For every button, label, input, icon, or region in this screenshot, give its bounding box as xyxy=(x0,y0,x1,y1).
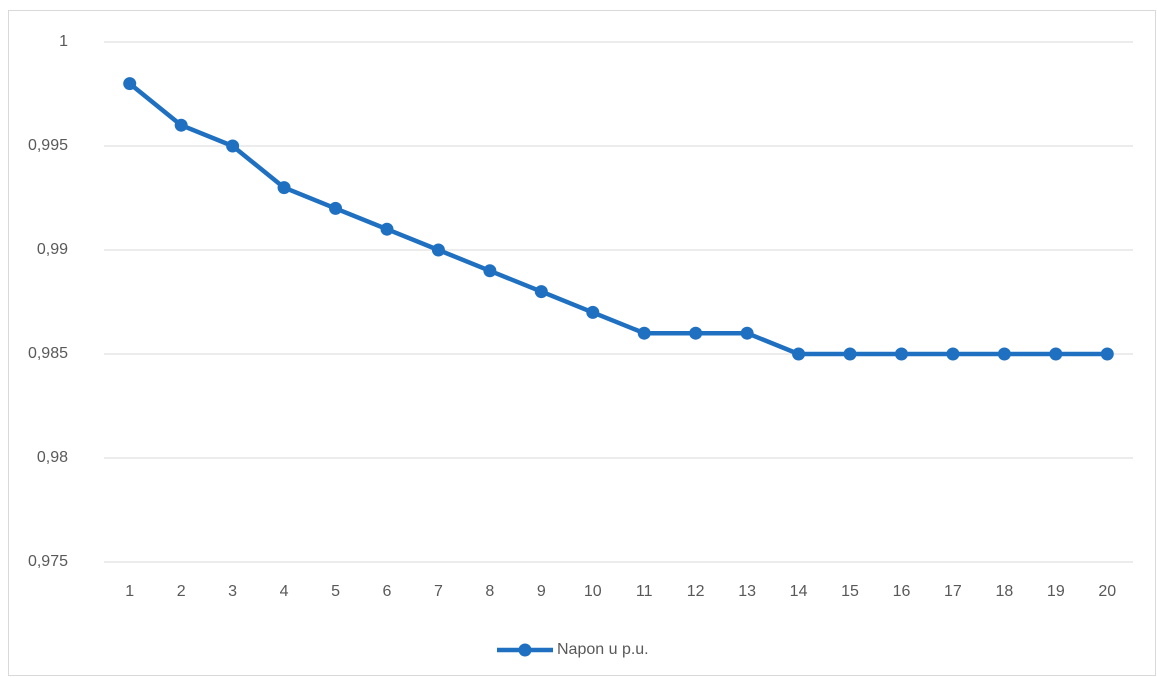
x-tick-label: 11 xyxy=(636,583,653,600)
point-marker xyxy=(637,326,651,340)
legend-marker xyxy=(518,643,532,657)
chart-border xyxy=(8,10,1156,676)
x-tick-label: 7 xyxy=(434,583,443,600)
point-marker xyxy=(277,181,291,195)
x-tick-label: 16 xyxy=(893,583,911,600)
y-tick-label: 0,975 xyxy=(28,553,68,570)
y-tick-label: 0,98 xyxy=(37,449,68,466)
x-tick-label: 5 xyxy=(331,583,340,600)
point-marker xyxy=(894,347,908,361)
point-marker xyxy=(534,285,548,299)
y-tick-label: 0,995 xyxy=(28,137,68,154)
point-marker xyxy=(1100,347,1114,361)
x-tick-label: 17 xyxy=(944,583,962,600)
point-marker xyxy=(1049,347,1063,361)
x-tick-label: 14 xyxy=(790,583,808,600)
x-tick-label: 19 xyxy=(1047,583,1065,600)
point-marker xyxy=(329,201,343,215)
x-tick-label: 9 xyxy=(537,583,546,600)
series-line xyxy=(128,81,1108,357)
x-tick-label: 10 xyxy=(584,583,602,600)
point-marker xyxy=(226,139,240,153)
x-tick-label: 12 xyxy=(687,583,705,600)
point-marker xyxy=(483,264,497,278)
point-marker xyxy=(689,326,703,340)
point-marker xyxy=(792,347,806,361)
x-tick-label: 18 xyxy=(995,583,1013,600)
y-tick-label: 0,985 xyxy=(28,345,68,362)
x-tick-label: 15 xyxy=(841,583,859,600)
point-marker xyxy=(174,118,188,132)
x-tick-label: 6 xyxy=(383,583,392,600)
point-marker xyxy=(946,347,960,361)
point-marker xyxy=(997,347,1011,361)
x-tick-label: 13 xyxy=(738,583,756,600)
x-tick-label: 4 xyxy=(280,583,289,600)
point-marker xyxy=(380,222,394,236)
y-tick-label: 0,99 xyxy=(37,241,68,258)
point-marker xyxy=(123,77,137,91)
point-marker xyxy=(431,243,445,257)
legend-label: Napon u p.u. xyxy=(557,641,649,658)
y-tick-label: 1 xyxy=(59,33,68,50)
point-marker xyxy=(740,326,754,340)
x-tick-label: 1 xyxy=(125,583,134,600)
x-tick-label: 2 xyxy=(177,583,186,600)
x-tick-label: 20 xyxy=(1098,583,1116,600)
point-marker xyxy=(843,347,857,361)
x-tick-label: 3 xyxy=(228,583,237,600)
point-marker xyxy=(586,305,600,319)
x-tick-label: 8 xyxy=(485,583,494,600)
